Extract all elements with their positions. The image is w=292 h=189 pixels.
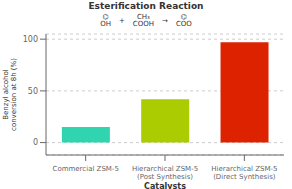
svg-text:100: 100 (23, 35, 38, 44)
svg-text:Hierarchical ZSM-5(Post Synthe: Hierarchical ZSM-5(Post Synthesis) (132, 165, 198, 181)
svg-text:50: 50 (28, 87, 38, 96)
svg-text:Hierarchical ZSM-5(Direct Synt: Hierarchical ZSM-5(Direct Synthesis) (211, 165, 277, 181)
html-text:CH₃ COOH: CH₃ COOH (132, 13, 154, 28)
html-text:⌬ OH: ⌬ OH (100, 13, 111, 28)
svg-text:Catalysts: Catalysts (144, 182, 186, 189)
html-text:⌬ COO: ⌬ COO (175, 13, 192, 28)
svg-text:Commercial ZSM-5: Commercial ZSM-5 (52, 165, 118, 173)
html-text:Esterification Reaction: Esterification Reaction (88, 1, 204, 11)
svg-text:0: 0 (33, 138, 38, 147)
svg-text:Benzyl alcoholconversion at 8h: Benzyl alcoholconversion at 8h (%) (8, 58, 18, 131)
